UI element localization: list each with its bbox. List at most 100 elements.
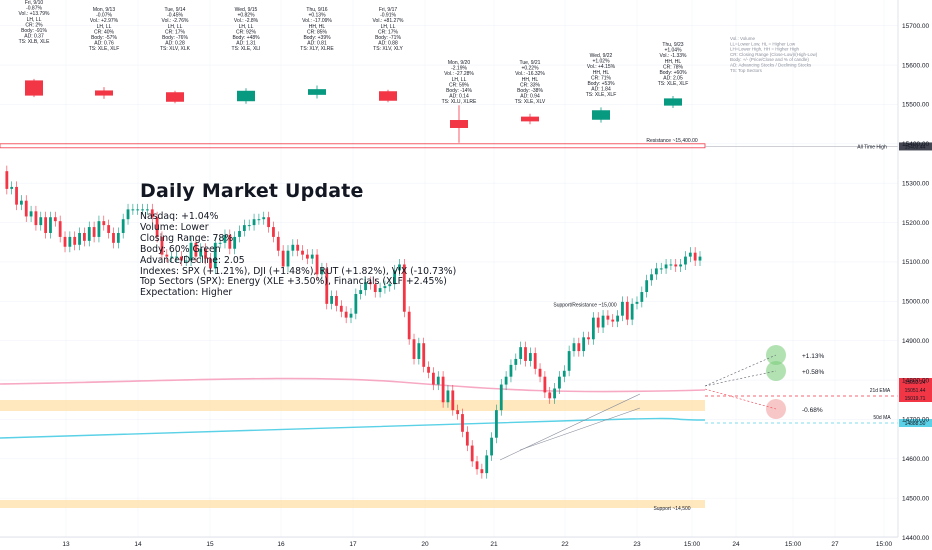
intraday-candle xyxy=(383,286,387,289)
intraday-candle xyxy=(184,260,188,262)
intraday-candle xyxy=(301,250,304,255)
intraday-candle xyxy=(402,264,406,312)
intraday-candle xyxy=(87,227,91,241)
intraday-candle xyxy=(621,301,624,316)
price-tag-label: 15052.24 xyxy=(905,380,926,386)
intraday-candle xyxy=(548,392,552,399)
intraday-candle xyxy=(141,209,144,211)
day-summary-line: -0.91% xyxy=(380,13,396,19)
legend-line: CR: Closing Range (Close-Low)/(High-Low) xyxy=(730,52,818,57)
day-summary-line: -2.19% xyxy=(451,66,467,72)
intraday-candle xyxy=(204,248,207,259)
intraday-candle xyxy=(320,268,324,275)
intraday-candle xyxy=(591,317,595,340)
projection-label: +0.58% xyxy=(802,369,824,376)
intraday-candle xyxy=(368,282,372,285)
intraday-candle xyxy=(674,264,678,267)
intraday-candle xyxy=(146,209,149,211)
intraday-candle xyxy=(213,242,217,269)
stat-body: Body: 60% Green xyxy=(140,243,221,255)
stat-closing-range: Closing Range: 78% xyxy=(140,232,234,244)
intraday-candle xyxy=(519,347,523,359)
day-summary-line: TS: XLV, XLY xyxy=(373,46,403,52)
daily-candle xyxy=(450,120,468,128)
day-summary-line: CR: 78% xyxy=(663,64,684,70)
intraday-candle xyxy=(175,256,178,258)
intraday-candle xyxy=(412,339,416,359)
intraday-candle xyxy=(179,256,183,261)
ma-tag xyxy=(899,419,932,427)
x-tick-label: 23 xyxy=(633,541,641,548)
price-tag xyxy=(899,394,932,402)
daily-candle xyxy=(308,89,326,95)
intraday-candle xyxy=(10,186,14,189)
day-summary-line: Tue, 9/21 xyxy=(520,60,541,66)
day-summary-line: AD: 2.05 xyxy=(663,76,683,82)
intraday-candle xyxy=(242,225,246,232)
intraday-candle xyxy=(83,232,86,241)
intraday-candle xyxy=(393,270,397,285)
intraday-candle xyxy=(189,242,193,261)
projection-arrow xyxy=(704,354,777,387)
ath-tag xyxy=(899,142,932,151)
day-summary-line: Vol.: -16.32% xyxy=(515,71,545,77)
intraday-candle xyxy=(461,414,464,432)
intraday-candle xyxy=(485,455,489,474)
intraday-candle xyxy=(572,343,576,352)
intraday-candle xyxy=(39,217,43,226)
intraday-candle xyxy=(407,311,411,340)
daily-candle xyxy=(521,116,539,122)
day-summary-line: TS: XLB, XLE xyxy=(19,39,51,45)
day-summary-line: CR: 17% xyxy=(378,29,399,35)
stat-top-sectors: Top Sectors (SPX): Energy (XLE +3.50%), … xyxy=(140,276,447,288)
update-title: Daily Market Update xyxy=(140,180,364,202)
day-summary-line: Vol.: +2.97% xyxy=(90,18,119,24)
day-summary-line: LH, LL xyxy=(97,24,112,30)
market-update-panel: Daily Market Update Nasdaq: +1.04% Volum… xyxy=(140,180,500,299)
day-summary-line: LH, LL xyxy=(27,17,42,23)
day-summary-line: Vol.: -27.28% xyxy=(444,71,474,77)
intraday-candle xyxy=(553,388,556,399)
projection-arrow xyxy=(704,388,777,410)
x-tick-label: 16 xyxy=(277,541,285,548)
intraday-candle xyxy=(640,292,644,302)
y-tick-label: 14400.00 xyxy=(902,535,929,542)
intraday-candle xyxy=(238,231,241,237)
intraday-candle xyxy=(558,376,561,389)
intraday-candle xyxy=(630,303,634,320)
intraday-candle xyxy=(364,282,367,291)
daily-candle xyxy=(664,98,682,106)
day-summary-line: AD: 1.84 xyxy=(591,87,611,93)
intraday-candle xyxy=(480,469,484,474)
intraday-candle xyxy=(136,209,140,211)
x-tick-label: 20 xyxy=(421,541,429,548)
intraday-candle xyxy=(664,264,668,269)
price-levels: Resistance ~15,400.00 All Time High 15403.… xyxy=(0,138,932,512)
day-summary-line: TS: XLY, XLRE xyxy=(300,46,334,52)
daily-candle xyxy=(237,90,255,102)
intraday-candle xyxy=(538,368,542,377)
daily-candle xyxy=(592,110,610,120)
intraday-candle xyxy=(315,254,319,275)
day-summary-line: CR: 59% xyxy=(449,82,470,88)
ath-tag-label: 15403.44 xyxy=(905,144,926,150)
intraday-candle xyxy=(73,236,77,245)
daily-candle xyxy=(379,91,397,101)
intraday-candle xyxy=(470,445,474,462)
stat-indexes: Indexes: SPX (+1.21%), DJI (+1.48%), RUT… xyxy=(140,265,457,277)
day-summary-line: Body: -38% xyxy=(517,88,543,94)
intraday-candle xyxy=(446,390,450,403)
intraday-candle xyxy=(577,343,581,352)
intraday-candle xyxy=(310,254,314,259)
support-resistance-zone xyxy=(0,400,705,411)
x-tick-label: 15:00 xyxy=(876,541,893,548)
y-tick-label: 15700.00 xyxy=(902,23,929,30)
day-summary-line: Tue, 9/14 xyxy=(165,7,186,13)
price-tag-label: 15051.44 xyxy=(905,388,926,394)
day-summary-line: Mon, 9/13 xyxy=(93,7,115,13)
intraday-candle xyxy=(252,219,256,226)
day-summary-line: -0.07% xyxy=(96,13,112,19)
